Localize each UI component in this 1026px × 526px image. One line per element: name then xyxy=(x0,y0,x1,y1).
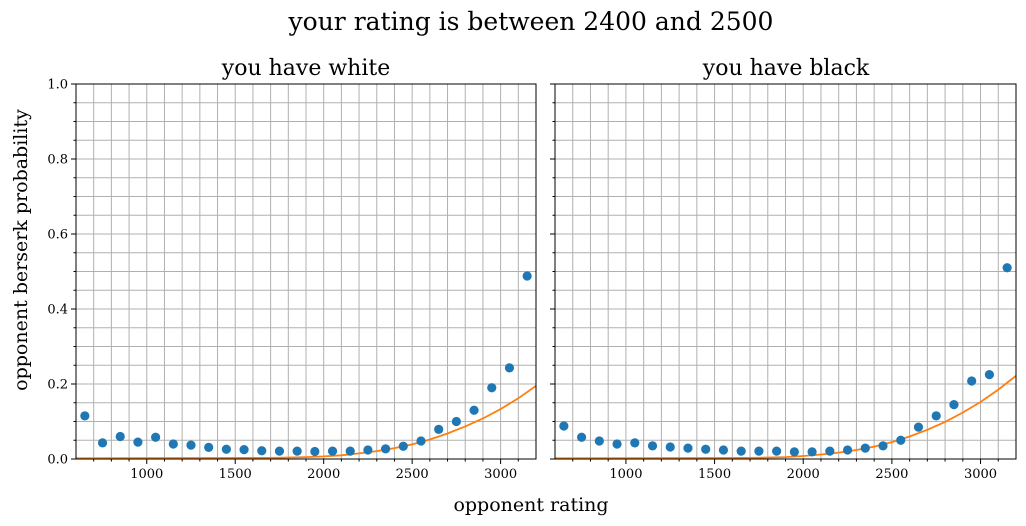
panel-title-white: you have white xyxy=(221,56,390,81)
data-point xyxy=(292,446,302,456)
data-point xyxy=(80,411,90,421)
data-point xyxy=(398,441,408,451)
data-point xyxy=(594,436,604,446)
data-point xyxy=(913,422,924,432)
data-point xyxy=(896,435,906,445)
data-point xyxy=(151,432,161,442)
x-tick-label: 2000 xyxy=(787,467,820,482)
data-point xyxy=(772,446,782,456)
data-point xyxy=(807,447,817,457)
data-point xyxy=(984,370,995,380)
panel-title-black: you have black xyxy=(702,56,870,81)
data-point xyxy=(931,411,941,421)
y-tick-label: 0.8 xyxy=(47,153,68,168)
data-point xyxy=(451,416,461,427)
data-point xyxy=(647,441,658,451)
data-point xyxy=(522,271,532,281)
data-point xyxy=(221,444,231,454)
data-point xyxy=(754,446,764,456)
data-point xyxy=(115,431,125,442)
data-point xyxy=(327,446,338,456)
data-point xyxy=(257,446,267,456)
x-tick-label: 1000 xyxy=(609,467,642,482)
y-tick-label: 1.0 xyxy=(47,78,68,93)
data-point xyxy=(416,436,426,446)
data-point xyxy=(504,363,515,373)
data-point xyxy=(469,405,479,415)
data-point xyxy=(878,441,888,451)
y-axis-label: opponent berserk probability xyxy=(10,109,32,391)
y-tick-label: 0.4 xyxy=(47,303,68,318)
data-point xyxy=(949,400,959,410)
data-point xyxy=(630,438,640,448)
figure-title: your rating is between 2400 and 2500 xyxy=(288,7,774,36)
data-point xyxy=(239,445,249,455)
data-point xyxy=(967,376,977,386)
data-point xyxy=(487,383,497,393)
data-point xyxy=(736,446,746,456)
data-point xyxy=(612,439,622,449)
panel-white: you have white 1000 1500 2000 2500 3000 0.0 0.… xyxy=(47,56,537,482)
x-tick-label: 3000 xyxy=(484,467,517,482)
x-tick-label: 3000 xyxy=(964,467,997,482)
data-point xyxy=(825,446,835,456)
data-point xyxy=(345,446,355,456)
data-point xyxy=(576,432,587,442)
data-point xyxy=(789,447,799,457)
x-tick-label: 2500 xyxy=(875,467,908,482)
data-point xyxy=(310,446,320,457)
data-point xyxy=(381,444,391,454)
data-point xyxy=(665,442,675,452)
x-tick-label: 1500 xyxy=(698,467,731,482)
x-tick-label: 1500 xyxy=(219,467,252,482)
x-tick-label: 2000 xyxy=(307,467,340,482)
data-point xyxy=(559,421,569,431)
data-point xyxy=(168,439,178,449)
data-point xyxy=(434,424,444,434)
data-point xyxy=(718,445,729,455)
y-tick-label: 0.6 xyxy=(47,228,68,243)
y-tick-label: 0.0 xyxy=(47,453,68,468)
data-point xyxy=(133,437,143,447)
data-point xyxy=(1002,263,1012,273)
data-point xyxy=(204,442,214,452)
x-tick-label: 1000 xyxy=(130,467,163,482)
panel-black: you have black 1000 1500 2000 2500 3000 xyxy=(550,56,1017,482)
x-tick-label: 2500 xyxy=(396,467,429,482)
data-point xyxy=(683,443,693,453)
y-tick-label: 0.2 xyxy=(47,378,68,393)
data-point xyxy=(701,444,711,454)
grid xyxy=(555,84,1016,459)
data-point xyxy=(860,443,870,453)
data-point xyxy=(97,438,108,448)
data-point xyxy=(363,445,373,455)
x-axis-label: opponent rating xyxy=(453,494,608,516)
data-point xyxy=(274,446,285,456)
data-point xyxy=(186,440,196,450)
grid xyxy=(76,84,536,459)
data-point xyxy=(842,445,853,455)
